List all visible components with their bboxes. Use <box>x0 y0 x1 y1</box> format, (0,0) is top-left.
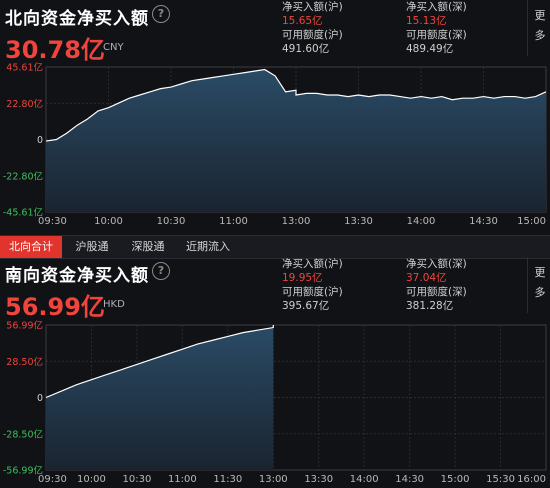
x-tick-label: 10:00 <box>94 216 123 227</box>
x-tick-label: 11:00 <box>168 474 197 485</box>
more-button[interactable]: 更多 <box>534 266 546 299</box>
stat-north-sh-quota: 可用额度(沪) 491.60亿 <box>282 29 343 55</box>
stat-south-sz-quota: 可用额度(深) 381.28亿 <box>406 286 467 312</box>
tab-shenzhen-connect[interactable]: 深股通 <box>131 240 165 253</box>
x-tick-label: 09:30 <box>38 216 67 227</box>
series-line <box>45 68 547 142</box>
area-fill <box>46 69 546 212</box>
x-tick-label: 14:30 <box>469 216 498 227</box>
southbound-panel: 南向资金净买入额 ? 56.99亿 HKD 净买入额(沪) 19.95亿 净买入… <box>0 257 550 488</box>
x-tick-label: 13:30 <box>344 216 373 227</box>
x-tick-label: 14:00 <box>407 216 436 227</box>
y-tick-label: 22.80亿 <box>6 98 43 110</box>
northbound-net-value: 30.78亿 <box>5 36 105 64</box>
x-tick-label: 09:30 <box>38 474 67 485</box>
x-tick-label: 15:00 <box>441 474 470 485</box>
y-tick-label: -45.61亿 <box>3 207 43 219</box>
y-tick-label: -56.99亿 <box>3 465 43 477</box>
stat-north-sh-net: 净买入额(沪) 15.65亿 <box>282 1 343 27</box>
y-tick-label: 28.50亿 <box>6 356 43 368</box>
tab-shanghai-connect[interactable]: 沪股通 <box>75 240 109 253</box>
question-circle-icon[interactable]: ? <box>152 262 170 280</box>
y-tick-label: 45.61亿 <box>6 62 43 74</box>
x-tick-label: 11:00 <box>219 216 248 227</box>
stat-north-sz-net: 净买入额(深) 15.13亿 <box>406 1 467 27</box>
x-tick-label: 14:30 <box>395 474 424 485</box>
x-tick-label: 10:30 <box>122 474 151 485</box>
y-tick-label: 0 <box>37 135 43 146</box>
x-tick-label: 16:00 <box>517 474 546 485</box>
x-tick-label: 10:30 <box>157 216 186 227</box>
x-tick-label: 11:30 <box>213 474 242 485</box>
divider <box>527 0 528 56</box>
x-tick-label: 13:00 <box>282 216 311 227</box>
southbound-net-value: 56.99亿 <box>5 293 105 321</box>
x-tick-label: 13:30 <box>304 474 333 485</box>
northbound-title: 北向资金净买入额 <box>5 9 149 29</box>
stat-north-sz-quota: 可用额度(深) 489.49亿 <box>406 29 467 55</box>
y-tick-label: -22.80亿 <box>3 170 43 182</box>
stat-south-sz-net: 净买入额(深) 37.04亿 <box>406 258 467 284</box>
southbound-title: 南向资金净买入额 <box>5 266 149 286</box>
stat-south-sh-net: 净买入额(沪) 19.95亿 <box>282 258 343 284</box>
tab-recent-inflow[interactable]: 近期流入 <box>186 240 230 253</box>
x-tick-label: 10:00 <box>77 474 106 485</box>
y-tick-label: 56.99亿 <box>6 320 43 332</box>
series-line <box>45 325 274 399</box>
x-tick-label: 13:00 <box>259 474 288 485</box>
tab-north-total[interactable]: 北向合计 <box>0 236 62 258</box>
stat-south-sh-quota: 可用额度(沪) 395.67亿 <box>282 286 343 312</box>
area-fill <box>46 325 274 470</box>
x-tick-label: 14:00 <box>350 474 379 485</box>
y-tick-label: -28.50亿 <box>3 428 43 440</box>
northbound-panel: 北向资金净买入额 ? 30.78亿 CNY 净买入额(沪) 15.65亿 净买入… <box>0 0 550 235</box>
question-circle-icon[interactable]: ? <box>152 5 170 23</box>
x-tick-label: 15:30 <box>486 474 515 485</box>
southbound-currency: HKD <box>103 299 125 310</box>
divider <box>527 257 528 313</box>
northbound-tab-bar: 北向合计 沪股通 深股通 近期流入 <box>0 235 550 259</box>
northbound-currency: CNY <box>103 42 124 53</box>
y-tick-label: 0 <box>37 393 43 404</box>
x-tick-label: 15:00 <box>517 216 546 227</box>
more-button[interactable]: 更多 <box>534 9 546 42</box>
